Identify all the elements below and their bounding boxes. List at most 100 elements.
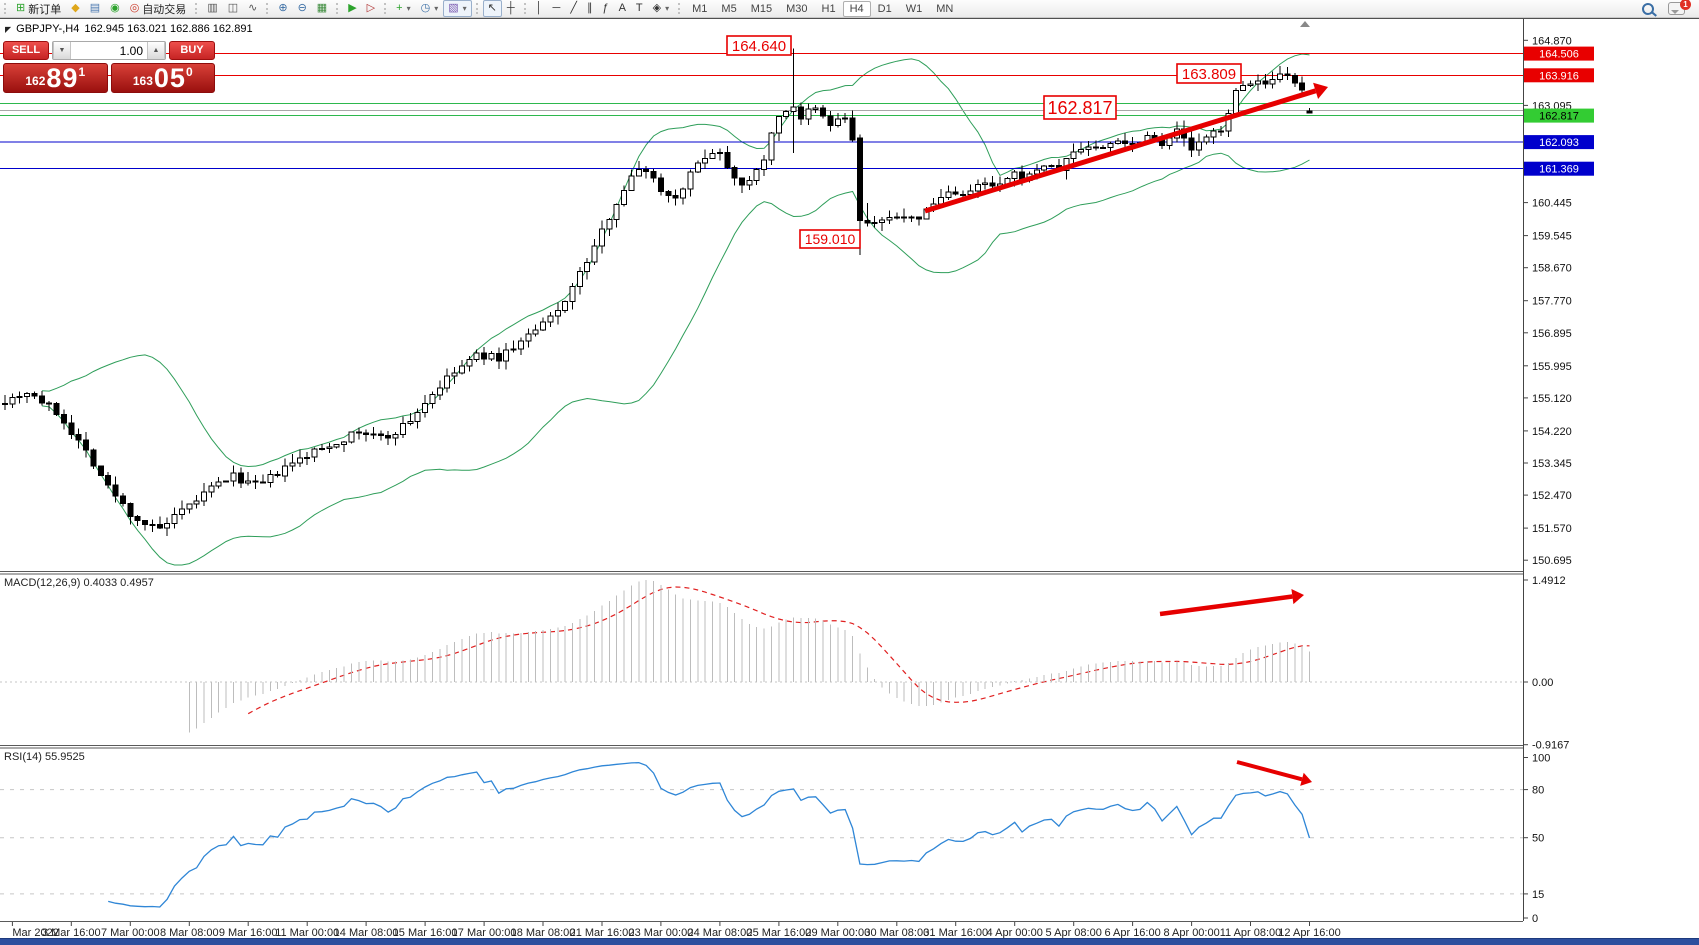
cursor-button[interactable]: ↖ [482, 0, 502, 17]
trend-line-button[interactable]: ╱ [565, 0, 582, 17]
text-label-button[interactable]: T [631, 0, 648, 17]
notifications-icon[interactable]: 1 [1668, 0, 1691, 15]
templates-button[interactable]: ▧ ▾ [443, 0, 472, 17]
crosshair-icon: ┼ [506, 2, 515, 14]
timeframe-h1-button[interactable]: H1 [821, 2, 836, 15]
macd-trend-arrow[interactable] [1159, 588, 1304, 617]
auto-scroll-icon: ▶ [348, 2, 357, 14]
price-annotations[interactable]: 164.640 163.809 162.817 159.010 [726, 35, 1242, 249]
search-icon[interactable] [1642, 2, 1654, 15]
timeframe-m5-button[interactable]: M5 [721, 2, 737, 15]
rsi-line [108, 762, 1311, 908]
date-tick-label: 21 Mar 16:00 [570, 927, 635, 939]
buy-price-pip: 0 [185, 65, 193, 79]
auto-scroll-button[interactable]: ▶ [343, 0, 361, 17]
price-tick-label: 156.895 [1532, 328, 1572, 340]
volume-stepper[interactable]: ▼ 1.00 ▲ [52, 41, 166, 60]
chart-shift-marker[interactable] [1300, 21, 1310, 27]
volume-decrease-button[interactable]: ▼ [53, 42, 71, 59]
zoom-out-button[interactable]: ⊖ [293, 0, 312, 17]
templates-icon: ▧ [448, 2, 459, 14]
trend-arrow[interactable] [924, 82, 1328, 214]
date-tick-label: 25 Mar 16:00 [746, 927, 811, 939]
zoom-in-button[interactable]: ⊕ [273, 0, 292, 17]
horizontal-line-icon: ─ [552, 2, 561, 14]
annotation-text: 164.640 [732, 38, 786, 55]
zoom-out-icon: ⊖ [297, 2, 307, 14]
panel-separators[interactable] [0, 571, 1523, 922]
main-toolbar: ⊞ 新订单 ◆ ▤ ◉ ◎ 自动交易 ▥ ◫ ∿ ⊕ ⊖ ▦ ▶ ▷ + ▾ ◷ ▾ ▧ ▾ ↖ ┼ │ ─ ╱ ∥ ƒ A T ◈ ▾ M1 M… [0, 0, 1699, 18]
chart-title: ◤ GBPJPY-,H4 162.945 163.021 162.886 162… [5, 23, 253, 35]
date-tick-label: 4 Apr 00:00 [987, 927, 1043, 939]
notification-badge: 1 [1680, 0, 1691, 10]
timeframe-m15-button[interactable]: M15 [750, 2, 773, 15]
new-order-button[interactable]: ⊞ 新订单 [11, 0, 66, 17]
volume-value[interactable]: 1.00 [119, 44, 143, 58]
horizontal-level-lines[interactable] [0, 53, 1523, 170]
price-badge-text: 162.817 [1539, 111, 1579, 123]
horizontal-line-button[interactable]: ─ [548, 0, 566, 17]
equidistant-channel-button[interactable]: ∥ [582, 0, 598, 17]
periods-caret-icon[interactable]: ▾ [434, 4, 439, 13]
annotation-box[interactable] [1043, 95, 1117, 120]
text-button[interactable]: A [614, 0, 631, 17]
indicators-button[interactable]: + ▾ [391, 0, 415, 17]
rsi-tick-label: 15 [1532, 889, 1544, 901]
timeframe-d1-button[interactable]: D1 [877, 2, 892, 15]
macd-label: MACD(12,26,9) 0.4033 0.4957 [4, 577, 154, 589]
macd-tick-label: 0.00 [1532, 677, 1553, 689]
auto-trading-icon: ◎ [129, 2, 140, 14]
indicators-icon: + [396, 2, 403, 14]
candles-series [2, 48, 1313, 536]
new-order-icon: ⊞ [16, 2, 26, 14]
bollinger-bands [41, 53, 1310, 566]
status-bar [0, 938, 1699, 945]
annotation-box[interactable] [726, 35, 792, 56]
tile-windows-button[interactable]: ▦ [312, 0, 332, 17]
annotation-box[interactable] [799, 229, 861, 249]
chart-shift-button[interactable]: ▷ [362, 0, 380, 17]
buy-price-big: 05 [153, 63, 186, 93]
arrows-caret-icon[interactable]: ▾ [665, 4, 670, 13]
profiles-button[interactable]: ▤ [85, 0, 105, 17]
fibonacci-button[interactable]: ƒ [597, 0, 613, 17]
sell-button[interactable]: SELL [3, 41, 49, 60]
date-tick-label: 9 Mar 16:00 [219, 927, 278, 939]
templates-caret-icon[interactable]: ▾ [462, 4, 467, 13]
rsi-trend-arrow[interactable] [1236, 760, 1312, 786]
volume-increase-button[interactable]: ▲ [147, 42, 165, 59]
candlestick-chart-button[interactable]: ◫ [223, 0, 243, 17]
chart-wizard-button[interactable]: ◆ [66, 0, 84, 17]
indicators-caret-icon[interactable]: ▾ [406, 4, 411, 13]
signals-button[interactable]: ◉ [105, 0, 125, 17]
vertical-line-button[interactable]: │ [531, 0, 548, 17]
buy-price-display[interactable]: 163 05 0 [110, 63, 215, 93]
sell-price-display[interactable]: 162 89 1 [3, 63, 108, 93]
timeframe-w1-button[interactable]: W1 [905, 2, 923, 15]
date-tick-label: 15 Mar 16:00 [393, 927, 458, 939]
arrows-button[interactable]: ◈ ▾ [648, 0, 674, 17]
price-tick-label: 160.445 [1532, 198, 1572, 210]
date-tick-label: 3 Mar 16:00 [42, 927, 101, 939]
price-tick-label: 164.870 [1532, 35, 1572, 47]
timeframe-mn-button[interactable]: MN [936, 2, 954, 15]
buy-price-prefix: 163 [132, 74, 153, 88]
buy-button[interactable]: BUY [169, 41, 215, 60]
timeframe-m1-button[interactable]: M1 [692, 2, 708, 15]
bar-chart-button[interactable]: ▥ [202, 0, 222, 17]
price-tick-label: 155.120 [1532, 393, 1572, 405]
annotation-text: 163.809 [1182, 66, 1236, 83]
periods-button[interactable]: ◷ ▾ [416, 0, 444, 17]
auto-trading-label: 自动交易 [142, 3, 187, 16]
price-tick-label: 159.545 [1532, 231, 1572, 243]
rsi-tick-label: 0 [1532, 913, 1538, 925]
line-chart-button[interactable]: ∿ [243, 0, 262, 17]
chart-symbol-period: GBPJPY-,H4 [16, 23, 80, 35]
annotation-box[interactable] [1176, 63, 1242, 84]
timeframe-h4-button[interactable]: H4 [842, 0, 871, 17]
timeframe-m30-button[interactable]: M30 [786, 2, 808, 15]
crosshair-button[interactable]: ┼ [502, 0, 520, 17]
auto-trading-button[interactable]: ◎ 自动交易 [125, 0, 192, 17]
